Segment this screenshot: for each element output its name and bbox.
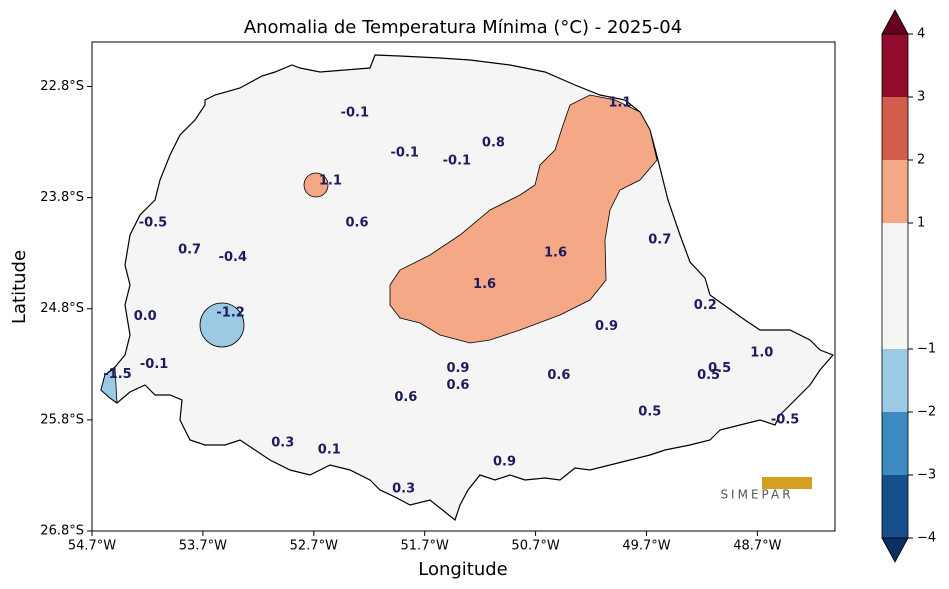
y-tick-label: 24.8°S: [40, 301, 84, 316]
colorbar-tick-label: 2: [917, 153, 925, 168]
colorbar-tick-label: 4: [917, 27, 925, 42]
station-value: 0.3: [392, 481, 415, 496]
station-value: 0.3: [271, 436, 294, 451]
colorbar-frame: [881, 33, 909, 539]
station-value: 0.6: [394, 390, 417, 405]
station-value: -0.1: [391, 146, 419, 161]
colorbar-extend-over: [881, 9, 909, 35]
y-tick-label: 22.8°S: [40, 79, 84, 94]
y-axis-label: Latitude: [9, 250, 30, 324]
station-value: 0.0: [134, 309, 157, 324]
colorbar-segment: [882, 223, 908, 349]
station-value: 0.7: [648, 232, 671, 247]
colorbar-tick-label: 3: [917, 90, 925, 105]
plot-frame: [91, 41, 836, 532]
x-tick-label: 54.7°W: [68, 539, 116, 554]
logo: SIMEPAR: [720, 477, 812, 502]
station-value: 0.6: [446, 378, 469, 393]
x-tick-label: 51.7°W: [401, 539, 449, 554]
colorbar-segment: [882, 475, 908, 538]
colorbar-tick-label: 1: [917, 216, 925, 231]
station-value: 0.5: [708, 361, 731, 376]
colorbar: −4 −3 −2 −1 1 2 3 4: [881, 9, 936, 563]
y-tick-label: 26.8°S: [40, 524, 84, 539]
station-value: 1.1: [319, 173, 342, 188]
cold-anomaly-area: [100, 367, 118, 404]
warm-anomaly-area: [389, 94, 658, 344]
warm-anomaly-area: [303, 172, 329, 198]
x-tick-label: 52.7°W: [290, 539, 338, 554]
station-value: -0.1: [341, 106, 369, 121]
station-value: 0.2: [694, 298, 717, 313]
station-value: 0.9: [595, 319, 618, 334]
logo-mark: [762, 477, 812, 489]
station-value: -1.5: [103, 367, 131, 382]
x-tick-label: 50.7°W: [511, 539, 559, 554]
station-value: -1.2: [216, 306, 244, 321]
station-value: -0.1: [443, 153, 471, 168]
station-value: -0.4: [219, 250, 247, 265]
colorbar-segment: [882, 34, 908, 97]
colorbar-extend-under: [881, 537, 909, 563]
y-tick-label: 23.8°S: [40, 190, 84, 205]
station-value: -0.1: [140, 357, 168, 372]
station-value: 0.8: [482, 136, 505, 151]
station-value: -0.5: [771, 412, 799, 427]
x-axis-label: Longitude: [418, 559, 508, 580]
colorbar-tick-label: −3: [917, 468, 936, 483]
x-tick-label: 49.7°W: [622, 539, 670, 554]
chart-title: Anomalia de Temperatura Mínima (°C) - 20…: [244, 17, 682, 38]
colorbar-tick-label: −2: [917, 405, 936, 420]
station-value: 0.6: [547, 368, 570, 383]
colorbar-segment: [882, 412, 908, 475]
station-value: 1.1: [608, 96, 631, 111]
colorbar-tick-label: −1: [917, 342, 936, 357]
station-value: 1.0: [750, 346, 773, 361]
station-value: 0.1: [318, 442, 341, 457]
station-value: 0.6: [346, 216, 369, 231]
state-map: [100, 54, 835, 522]
station-value: 0.7: [178, 242, 201, 257]
colorbar-segment: [882, 97, 908, 160]
colorbar-segment: [882, 349, 908, 412]
station-value: 1.6: [544, 246, 567, 261]
station-value: 0.9: [446, 361, 469, 376]
y-tick-label: 25.8°S: [40, 412, 84, 427]
colorbar-tick-label: −4: [917, 531, 936, 546]
logo-text: SIMEPAR: [720, 488, 793, 502]
station-value: -0.5: [139, 216, 167, 231]
x-tick-label: 53.7°W: [179, 539, 227, 554]
station-value: 0.9: [493, 455, 516, 470]
station-value: 0.5: [638, 405, 661, 420]
station-value: 1.6: [473, 277, 496, 292]
x-tick-label: 48.7°W: [733, 539, 781, 554]
cold-anomaly-area: [199, 302, 245, 348]
station-value: 0.5: [697, 368, 720, 383]
colorbar-segment: [882, 160, 908, 223]
